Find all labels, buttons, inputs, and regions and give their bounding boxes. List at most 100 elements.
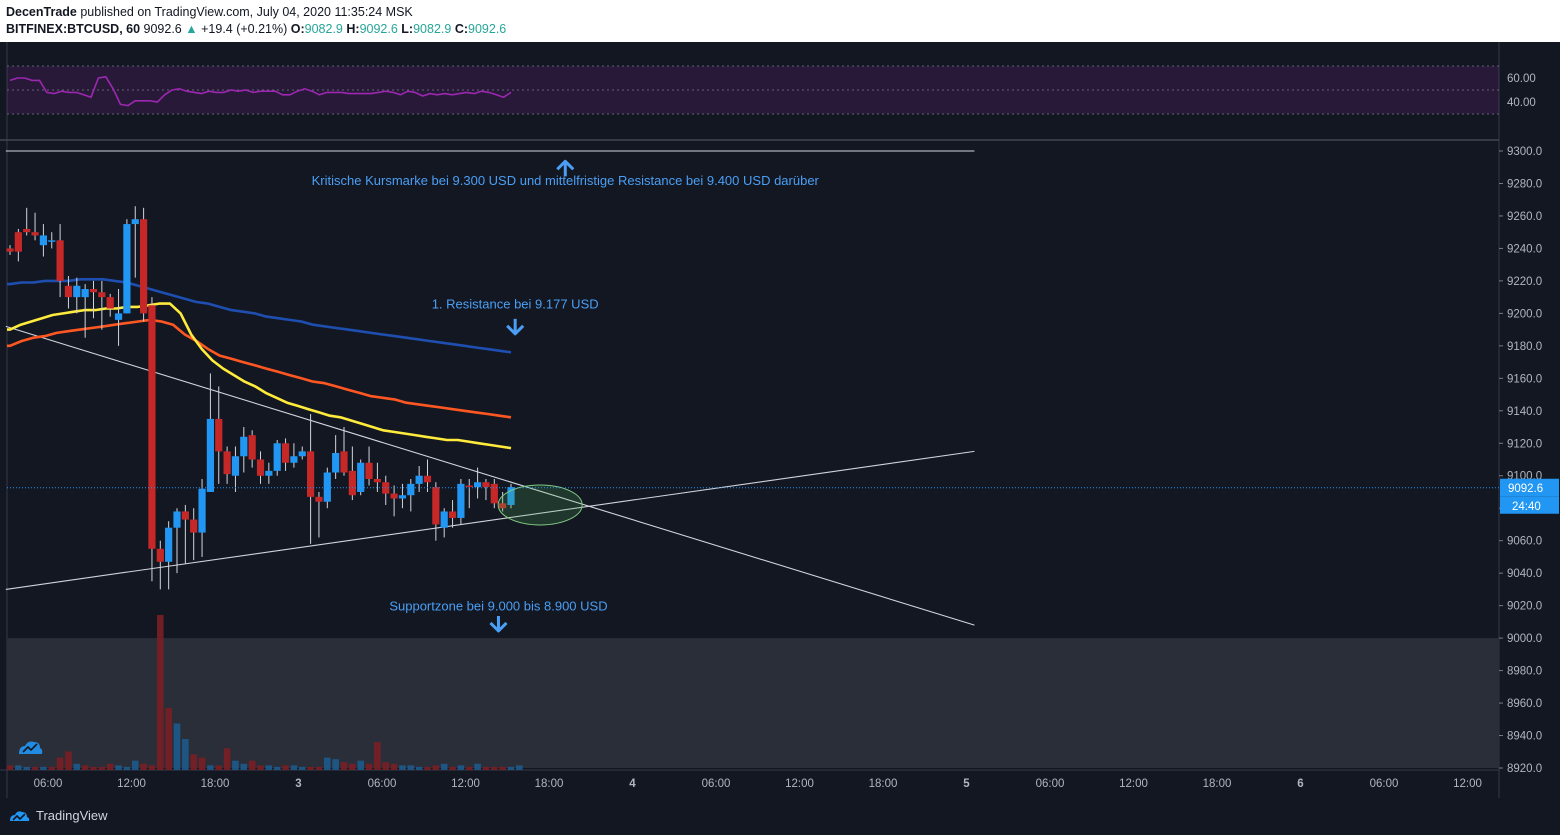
candle-body: [340, 451, 348, 473]
tradingview-brand[interactable]: TradingView: [8, 808, 108, 823]
candle-body: [332, 453, 340, 473]
symbol-line: BITFINEX:BTCUSD, 60 9092.6 ▲ +19.4 (+0.2…: [6, 22, 506, 36]
up-triangle-icon: ▲: [185, 22, 198, 36]
publisher-name[interactable]: DecenTrade: [6, 5, 77, 19]
time-tick-label: 06:00: [1036, 778, 1065, 790]
down-arrow-icon: [506, 324, 525, 336]
volume-bar: [457, 765, 465, 770]
candle-body: [89, 289, 98, 293]
volume-bar: [390, 763, 398, 770]
time-tick-label: 6: [1297, 778, 1303, 790]
chart-canvas[interactable]: 60.00 40.00 Kritische Kursmarke bei 9.300 …: [0, 42, 1560, 798]
candle-body: [281, 443, 290, 463]
candle-body: [131, 219, 139, 225]
price-tick-label: 8980.0: [1507, 666, 1542, 678]
price-tick-label: 9220.0: [1507, 276, 1542, 288]
brand-name: TradingView: [36, 808, 108, 823]
volume-bar: [374, 742, 381, 770]
countdown-label: 24:40: [1512, 501, 1541, 513]
volume-bar: [474, 763, 481, 770]
watermark-cloud-icon: [19, 741, 43, 754]
candle-body: [298, 451, 306, 457]
volume-bar: [81, 765, 89, 770]
volume-bar: [332, 759, 339, 770]
candle-body: [440, 511, 448, 528]
candle-body: [190, 519, 198, 533]
volume-bar: [56, 757, 64, 770]
volume-bar: [31, 766, 39, 770]
candle-body: [165, 527, 173, 562]
ema-slow-line: [7, 278, 512, 354]
candle-body: [123, 224, 131, 314]
last-price-box: [1500, 478, 1559, 497]
price-tick-label: 9180.0: [1507, 341, 1542, 353]
candle-body: [432, 487, 440, 525]
volume-bar: [207, 765, 214, 770]
close-label: C:: [454, 22, 469, 36]
candle-body: [390, 493, 398, 499]
candle-body: [415, 475, 423, 484]
volume-bar: [115, 765, 122, 770]
price-tick-label: 9140.0: [1507, 406, 1542, 418]
candle-body: [215, 418, 223, 452]
volume-bar: [131, 760, 139, 770]
open-label: O:: [290, 22, 305, 36]
candle-body: [407, 483, 415, 496]
time-tick-label: 06:00: [702, 778, 731, 790]
candle-body: [231, 456, 240, 476]
candle-body: [315, 496, 323, 502]
ema-fast-line: [7, 302, 512, 450]
time-tick-label: 5: [963, 778, 970, 790]
annotation-label: Supportzone bei 9.000 bis 8.900 USD: [389, 599, 607, 614]
volume-bar: [123, 766, 131, 770]
volume-bar: [232, 760, 239, 770]
volume-bar: [507, 766, 515, 770]
candle-body: [457, 483, 465, 518]
candle-body: [499, 503, 507, 509]
price-tick-label: 9040.0: [1507, 568, 1542, 580]
price-tick-label: 9280.0: [1507, 178, 1542, 190]
candle-body: [273, 443, 281, 471]
volume-bar: [140, 763, 147, 770]
price-tick-label: 9200.0: [1507, 308, 1542, 320]
annotation-label: 1. Resistance bei 9.177 USD: [432, 296, 599, 311]
volume-bar: [315, 766, 323, 770]
volume-bar: [357, 760, 364, 770]
time-tick-label: 18:00: [869, 778, 898, 790]
volume-bar: [265, 765, 273, 770]
candle-body: [6, 248, 14, 252]
volume-bar: [282, 765, 289, 770]
volume-bar: [48, 766, 56, 770]
candle-body: [423, 475, 432, 483]
time-tick-label: 06:00: [1370, 778, 1399, 790]
volume-bar: [349, 763, 356, 770]
high-label: H:: [346, 22, 360, 36]
price-tick-label: 9120.0: [1507, 438, 1542, 450]
tradingview-logo-icon: [10, 810, 30, 821]
candle-body: [156, 548, 164, 562]
publish-line: DecenTrade published on TradingView.com,…: [6, 5, 413, 19]
low-label: L:: [401, 22, 414, 36]
volume-bar: [198, 757, 206, 770]
price-tick-label: 8940.0: [1507, 731, 1542, 743]
volume-bar: [148, 765, 156, 770]
time-tick-label: 06:00: [34, 778, 63, 790]
volume-bar: [415, 766, 423, 770]
time-tick-label: 3: [295, 778, 301, 790]
candle-body: [14, 232, 22, 252]
candle-body: [307, 451, 315, 497]
volume-bar: [65, 751, 72, 770]
rsi-tick-label: 40.00: [1507, 97, 1536, 109]
price-tick-label: 9260.0: [1507, 211, 1542, 223]
rsi-tick-label: 60.00: [1507, 73, 1536, 85]
volume-bar: [499, 766, 506, 770]
cloud-chart-line: [22, 743, 38, 753]
low-value: 9082.9: [413, 22, 452, 36]
volume-bar: [449, 766, 456, 770]
volume-bar: [324, 757, 331, 770]
candle-body: [64, 285, 73, 298]
candle-body: [248, 435, 256, 460]
time-tick-label: 18:00: [201, 778, 230, 790]
time-tick-label: 18:00: [1203, 778, 1232, 790]
volume-bar: [73, 763, 81, 770]
